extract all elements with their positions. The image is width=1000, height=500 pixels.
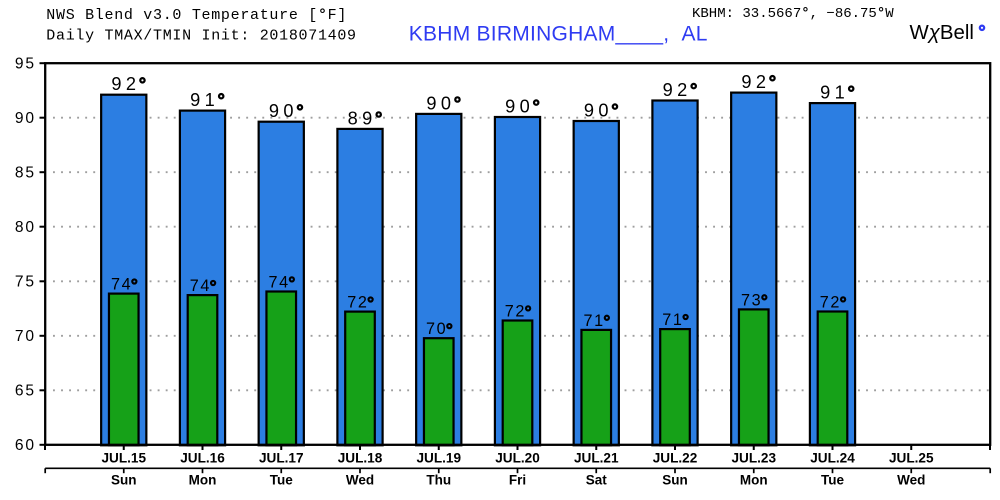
- svg-text:90: 90: [584, 101, 613, 121]
- svg-text:65: 65: [15, 383, 36, 400]
- svg-text:90: 90: [269, 101, 298, 121]
- svg-text:JUL.15: JUL.15: [101, 450, 146, 465]
- svg-text:71: 71: [662, 311, 683, 329]
- svg-text:JUL.20: JUL.20: [495, 450, 540, 465]
- svg-text:70: 70: [15, 328, 36, 345]
- svg-text:WχBell: WχBell: [910, 22, 974, 44]
- svg-text:JUL.23: JUL.23: [731, 450, 776, 465]
- svg-text:Wed: Wed: [897, 473, 925, 488]
- svg-text:90: 90: [505, 97, 534, 117]
- svg-text:60: 60: [15, 437, 36, 454]
- svg-text:72: 72: [820, 293, 841, 311]
- svg-text:92: 92: [111, 74, 140, 94]
- svg-text:JUL.19: JUL.19: [416, 450, 461, 465]
- svg-text:JUL.16: JUL.16: [180, 450, 225, 465]
- svg-text:JUL.25: JUL.25: [889, 450, 934, 465]
- svg-text:74: 74: [268, 273, 289, 291]
- svg-text:Mon: Mon: [740, 473, 768, 488]
- svg-text:80: 80: [15, 219, 36, 236]
- svg-text:72: 72: [347, 294, 368, 312]
- svg-text:75: 75: [15, 274, 36, 291]
- svg-text:90: 90: [426, 93, 455, 113]
- svg-text:74: 74: [190, 277, 211, 295]
- svg-text:KBHM: 33.5667°, −86.75°W: KBHM: 33.5667°, −86.75°W: [692, 6, 894, 22]
- svg-text:Tue: Tue: [821, 473, 844, 488]
- svg-text:85: 85: [15, 165, 36, 182]
- svg-text:89: 89: [348, 108, 377, 128]
- svg-text:95: 95: [15, 56, 36, 73]
- svg-text:JUL.18: JUL.18: [338, 450, 383, 465]
- svg-text:JUL.22: JUL.22: [653, 450, 698, 465]
- svg-text:Mon: Mon: [189, 473, 217, 488]
- svg-text:Sat: Sat: [586, 473, 608, 488]
- svg-text:KBHM BIRMINGHAM____, AL: KBHM BIRMINGHAM____, AL: [409, 22, 708, 45]
- svg-text:92: 92: [663, 80, 692, 100]
- svg-text:JUL.17: JUL.17: [259, 450, 304, 465]
- svg-text:Fri: Fri: [509, 473, 526, 488]
- svg-text:72: 72: [505, 302, 526, 320]
- svg-text:Wed: Wed: [346, 473, 374, 488]
- svg-text:91: 91: [190, 90, 219, 110]
- svg-text:Sun: Sun: [111, 473, 137, 488]
- svg-text:Tue: Tue: [270, 473, 293, 488]
- svg-text:JUL.21: JUL.21: [574, 450, 619, 465]
- svg-text:92: 92: [741, 72, 770, 92]
- svg-text:NWS Blend v3.0 Temperature [°F: NWS Blend v3.0 Temperature [°F]: [46, 7, 347, 24]
- svg-text:91: 91: [820, 83, 849, 103]
- svg-text:90: 90: [15, 110, 36, 127]
- svg-text:Daily TMAX/TMIN Init: 20180714: Daily TMAX/TMIN Init: 2018071409: [46, 27, 356, 44]
- svg-text:Sun: Sun: [662, 473, 688, 488]
- svg-text:74: 74: [111, 276, 132, 294]
- svg-text:70: 70: [426, 320, 447, 338]
- svg-text:JUL.24: JUL.24: [810, 450, 855, 465]
- svg-text:73: 73: [741, 291, 762, 309]
- svg-text:Thu: Thu: [426, 473, 451, 488]
- svg-text:71: 71: [583, 312, 604, 330]
